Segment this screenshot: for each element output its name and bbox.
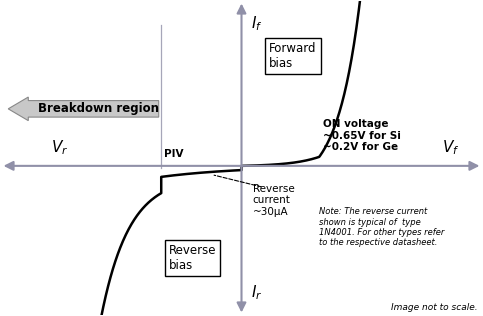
Text: Reverse
bias: Reverse bias	[169, 244, 216, 272]
Text: $I_r$: $I_r$	[251, 283, 262, 301]
Text: PIV: PIV	[164, 149, 183, 159]
Text: ON voltage
~0.65V for Si
~0.2V for Ge: ON voltage ~0.65V for Si ~0.2V for Ge	[323, 119, 401, 152]
Text: $V_r$: $V_r$	[51, 138, 68, 157]
Text: $I_f$: $I_f$	[251, 15, 262, 33]
Text: Reverse
current
~30μA: Reverse current ~30μA	[253, 184, 294, 217]
Text: Note: The reverse current
shown is typical of  type
1N4001. For other types refe: Note: The reverse current shown is typic…	[319, 207, 445, 247]
Text: $V_f$: $V_f$	[442, 138, 460, 157]
FancyArrow shape	[8, 97, 159, 121]
Text: Image not to scale.: Image not to scale.	[391, 303, 477, 312]
Text: Forward
bias: Forward bias	[269, 42, 316, 70]
Text: Breakdown region: Breakdown region	[38, 102, 159, 115]
